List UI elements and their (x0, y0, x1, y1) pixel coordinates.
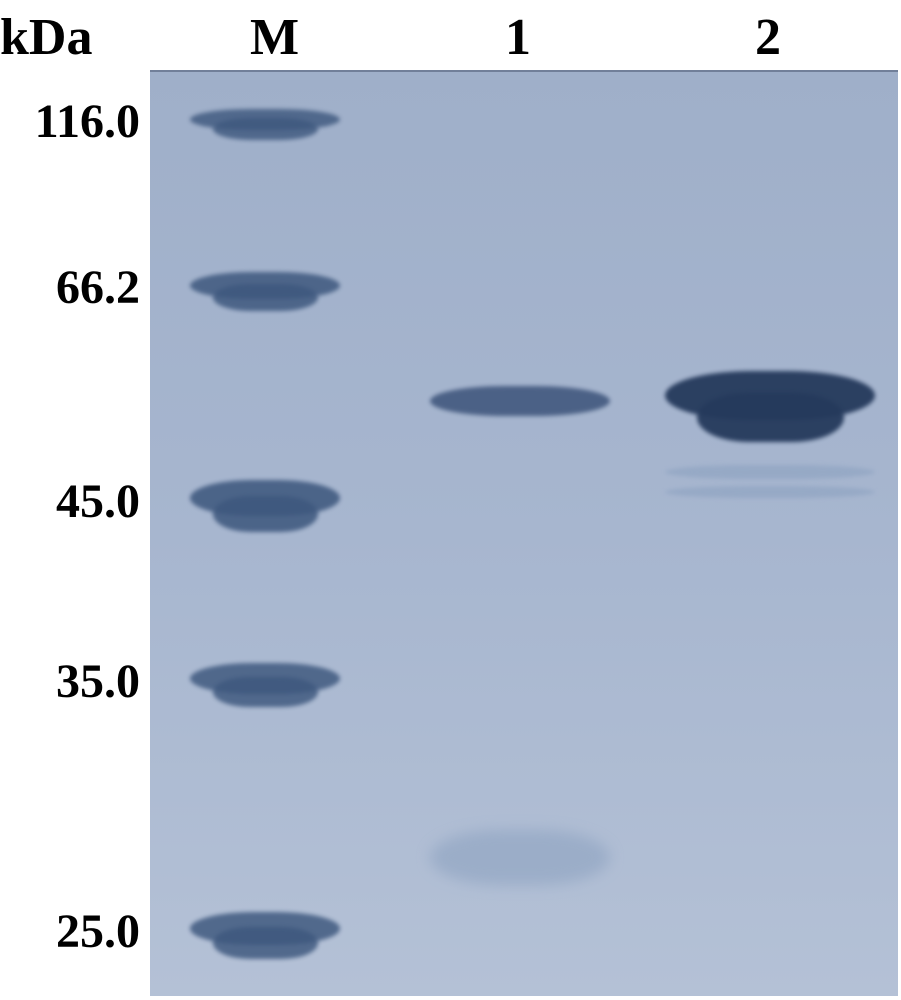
kda-label-25: 25.0 (0, 904, 140, 959)
gel-band-dip (697, 393, 844, 443)
gel-smear (430, 830, 610, 885)
gel-band (430, 386, 610, 416)
gel-band-dip (213, 118, 318, 140)
lane-header-1: 1 (505, 8, 531, 67)
kda-label-35: 35.0 (0, 654, 140, 709)
lane-header-marker: M (250, 8, 299, 67)
gel-band (665, 465, 875, 479)
kda-label-66: 66.2 (0, 260, 140, 315)
gel-band-dip (213, 496, 318, 532)
gel-band (665, 486, 875, 498)
lane-header-2: 2 (755, 8, 781, 67)
unit-label: kDa (0, 8, 92, 67)
gel-band-dip (213, 677, 318, 708)
gel-image (150, 70, 898, 996)
kda-label-45: 45.0 (0, 474, 140, 529)
gel-band-dip (213, 284, 318, 311)
gel-band-dip (213, 927, 318, 959)
kda-label-116: 116.0 (0, 94, 140, 149)
